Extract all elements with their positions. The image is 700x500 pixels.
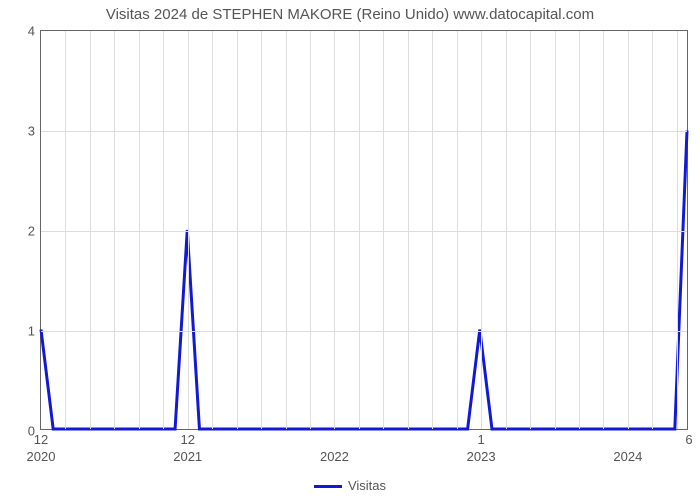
gridline-v [359,31,360,429]
gridline-v [163,31,164,429]
gridline-v [212,31,213,429]
gridline-v [286,31,287,429]
x-tick-label: 2023 [467,449,496,464]
gridline-v [408,31,409,429]
gridline-v [481,31,482,429]
gridline-v [65,31,66,429]
point-label: 6 [685,432,692,447]
plot-area: 0123420202021202220232024121216 [40,30,688,430]
x-tick-label: 2022 [320,449,349,464]
y-tick-label: 2 [28,224,35,239]
gridline-v [383,31,384,429]
x-tick-label: 2021 [173,449,202,464]
gridline-v [628,31,629,429]
gridline-v [652,31,653,429]
gridline-v [603,31,604,429]
gridline-v [114,31,115,429]
gridline-v [237,31,238,429]
y-tick-label: 1 [28,324,35,339]
gridline-v [579,31,580,429]
gridline-v [457,31,458,429]
point-label: 12 [34,432,48,447]
gridline-v [677,31,678,429]
point-label: 12 [180,432,194,447]
gridline-v [555,31,556,429]
x-tick-label: 2020 [27,449,56,464]
gridline-v [506,31,507,429]
gridline-v [261,31,262,429]
chart-title: Visitas 2024 de STEPHEN MAKORE (Reino Un… [0,6,700,23]
chart-container: Visitas 2024 de STEPHEN MAKORE (Reino Un… [0,0,700,500]
x-tick-label: 2024 [613,449,642,464]
gridline-v [334,31,335,429]
legend-label: Visitas [348,478,386,493]
y-tick-label: 3 [28,124,35,139]
gridline-v [310,31,311,429]
gridline-v [90,31,91,429]
gridline-v [530,31,531,429]
gridline-v [188,31,189,429]
gridline-v [432,31,433,429]
gridline-v [139,31,140,429]
legend-swatch [314,485,342,488]
legend: Visitas [0,478,700,493]
point-label: 1 [478,432,485,447]
y-tick-label: 4 [28,24,35,39]
